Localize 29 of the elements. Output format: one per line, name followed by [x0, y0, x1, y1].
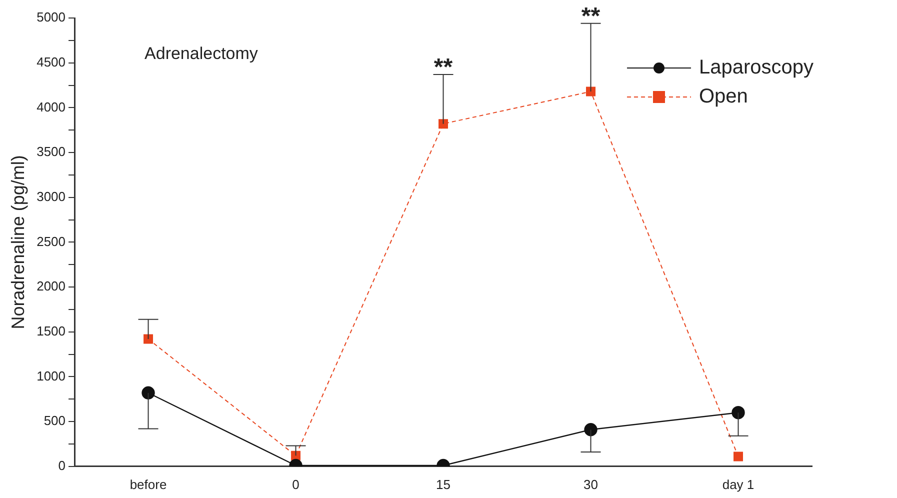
y-tick-label: 500 — [44, 413, 66, 428]
x-tick-label: 15 — [436, 476, 450, 492]
x-tick-label: 0 — [292, 476, 300, 492]
y-tick-label: 0 — [58, 458, 66, 473]
annotation: ** — [581, 3, 601, 30]
x-tick-label: day 1 — [722, 476, 754, 492]
point — [732, 406, 745, 420]
y-tick-label: 5000 — [36, 10, 66, 25]
y-axis-title: Noradrenaline (pg/ml) — [8, 155, 28, 330]
x-tick-label: 30 — [584, 476, 598, 492]
y-tick-label: 4500 — [36, 54, 66, 70]
y-tick-label: 1500 — [36, 323, 66, 338]
point — [586, 86, 596, 96]
point — [142, 386, 155, 400]
y-tick-label: 3500 — [36, 144, 66, 160]
x-tick-label: before — [130, 476, 167, 492]
annotation: Adrenalectomy — [144, 44, 258, 64]
y-tick-label: 4000 — [36, 99, 66, 114]
point — [144, 334, 154, 344]
point — [584, 423, 598, 436]
legend-label: Open — [699, 86, 748, 108]
annotation: ** — [434, 54, 454, 82]
y-tick-label: 3000 — [36, 188, 66, 204]
legend-label: Laparoscopy — [699, 56, 814, 79]
point — [438, 119, 448, 129]
y-tick-label: 2500 — [36, 234, 66, 249]
y-tick-label: 2000 — [36, 278, 66, 294]
y-tick-label: 1000 — [36, 368, 66, 384]
point — [734, 452, 743, 462]
